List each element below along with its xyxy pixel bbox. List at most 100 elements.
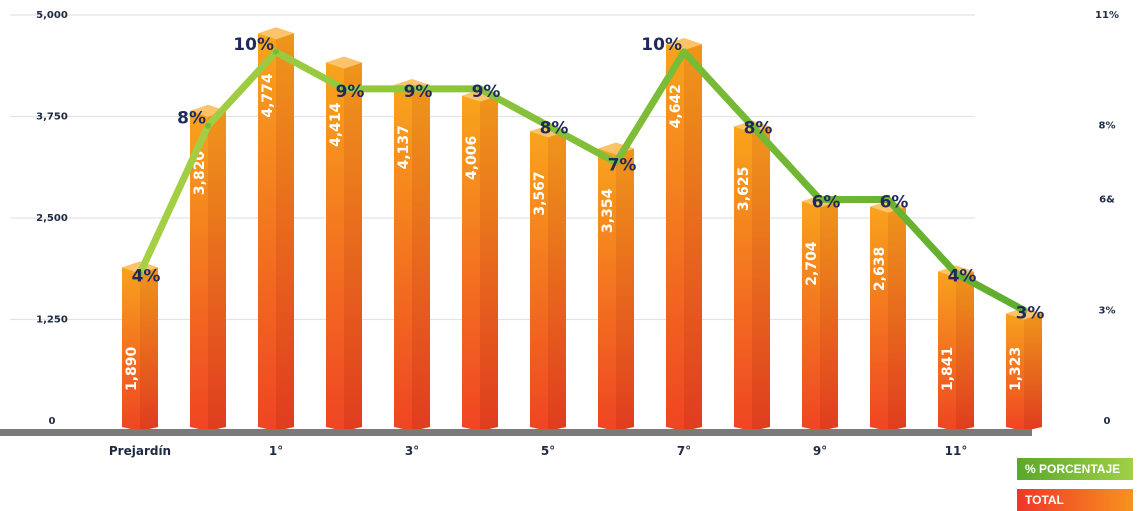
- left-tick-label: 0: [49, 416, 56, 427]
- percentage-point: [885, 196, 891, 203]
- bar-value-label: 1,890: [124, 346, 140, 391]
- bar: 4,414: [326, 56, 362, 432]
- percentage-label: 9%: [336, 82, 365, 102]
- bar-top: [326, 56, 362, 69]
- bar: 4,006: [462, 89, 498, 431]
- percentage-point: [477, 85, 483, 92]
- percentage-labels: 4% 8% 10% 9% 9% 9% 8% 7% 10% 8% 6% 6% 4% 3%: [132, 35, 1045, 323]
- bar-shade: [412, 85, 430, 432]
- percentage-point: [681, 48, 687, 55]
- percentage-point: [205, 122, 211, 129]
- x-tick-label: 11°: [945, 444, 968, 458]
- bar-shade: [1024, 313, 1042, 431]
- percentage-point: [545, 122, 551, 129]
- bar: 4,137: [394, 79, 430, 432]
- bar: 3,625: [734, 120, 770, 432]
- bar-shade: [344, 62, 362, 432]
- percentage-line-series: [136, 48, 1028, 314]
- bar-value-label: 2,638: [872, 247, 888, 291]
- bar-value-label: 1,323: [1008, 347, 1024, 391]
- bar: 3,354: [598, 142, 634, 431]
- bar-value-label: 4,774: [260, 73, 276, 118]
- bar-value-label: 1,841: [940, 347, 956, 391]
- bar-value-label: 4,642: [668, 84, 684, 128]
- bar-shade: [208, 110, 226, 431]
- left-tick-label: 1,250: [36, 315, 68, 326]
- bar-shade: [480, 95, 498, 431]
- bar-shade: [548, 131, 566, 431]
- bar: 4,642: [666, 38, 702, 431]
- bar-series: 1,890 3,820 4,774 4,414 4,137 4,006 3,567 3,354…: [122, 27, 1042, 432]
- x-tick-label: 7°: [677, 444, 691, 458]
- x-axis: Prejardín 1° 3° 5° 7° 9° 11°: [0, 429, 1032, 458]
- bar: 2,638: [870, 200, 906, 431]
- percentage-label: 3%: [1016, 303, 1045, 323]
- percentage-label: 10%: [233, 35, 274, 55]
- percentage-line: [136, 48, 1028, 314]
- left-y-axis: 0 1,250 2,500 3,750 5,000: [36, 10, 68, 427]
- left-tick-label: 3,750: [36, 112, 68, 123]
- x-tick-label: Prejardín: [109, 444, 171, 458]
- right-tick-label: 6&: [1099, 195, 1115, 206]
- legend-total: TOTAL: [1017, 489, 1133, 511]
- bar-value-label: 3,625: [736, 167, 752, 211]
- bar-value-label: 3,354: [600, 188, 616, 233]
- percentage-label: 9%: [472, 82, 501, 102]
- percentage-point: [341, 85, 347, 92]
- bar: 2,704: [802, 195, 838, 431]
- bar: 4,774: [258, 27, 294, 432]
- percentage-point: [137, 270, 143, 277]
- left-tick-label: 5,000: [36, 10, 68, 21]
- percentage-label: 6%: [880, 193, 909, 213]
- percentage-label: 6%: [812, 193, 841, 213]
- bar-value-label: 4,414: [328, 102, 344, 147]
- bar-shade: [684, 44, 702, 431]
- bar-top: [258, 27, 294, 40]
- percentage-label: 4%: [948, 266, 977, 286]
- right-tick-label: 3%: [1099, 305, 1116, 316]
- x-tick-label: 9°: [813, 444, 827, 458]
- bar: 3,820: [190, 104, 226, 431]
- bar-shade: [752, 126, 770, 432]
- percentage-point: [817, 196, 823, 203]
- percentage-point: [749, 122, 755, 129]
- right-tick-label: 11%: [1095, 10, 1119, 21]
- bar: 1,323: [1006, 307, 1042, 431]
- bar-shade: [888, 206, 906, 431]
- bar-shade: [616, 148, 634, 431]
- percentage-point: [953, 270, 959, 277]
- x-axis-line: [0, 429, 1032, 436]
- percentage-point: [613, 159, 619, 166]
- percentage-label: 7%: [608, 156, 637, 176]
- legend-percentage: % PORCENTAJE: [1017, 458, 1133, 480]
- bar-shade: [820, 201, 838, 431]
- percentage-label: 9%: [404, 82, 433, 102]
- bar-shade: [140, 267, 158, 431]
- percentage-point: [1021, 307, 1027, 314]
- percentage-label: 10%: [641, 35, 682, 55]
- bar: 1,890: [122, 261, 158, 431]
- right-tick-label: 0: [1104, 416, 1111, 427]
- x-tick-label: 3°: [405, 444, 419, 458]
- right-tick-label: 8%: [1099, 121, 1116, 132]
- bar-value-label: 3,820: [192, 151, 208, 196]
- bar: 3,567: [530, 125, 566, 432]
- bar-top: [666, 38, 702, 51]
- bar: 1,841: [938, 265, 974, 431]
- percentage-point: [409, 85, 415, 92]
- bar-shade: [956, 271, 974, 431]
- bar-value-label: 4,006: [464, 136, 480, 180]
- bar-value-label: 3,567: [532, 171, 548, 215]
- percentage-label: 8%: [177, 109, 206, 129]
- x-tick-label: 5°: [541, 444, 555, 458]
- percentage-point: [273, 48, 279, 55]
- bar-shade: [276, 33, 294, 432]
- left-tick-label: 2,500: [36, 213, 68, 224]
- percentage-label: 4%: [132, 266, 161, 286]
- percentage-label: 8%: [744, 119, 773, 139]
- bar-value-label: 2,704: [804, 241, 820, 286]
- right-y-axis: 0 3% 6&8% 11%: [1095, 10, 1119, 427]
- percentage-label: 8%: [540, 119, 569, 139]
- bar-value-label: 4,137: [396, 125, 412, 169]
